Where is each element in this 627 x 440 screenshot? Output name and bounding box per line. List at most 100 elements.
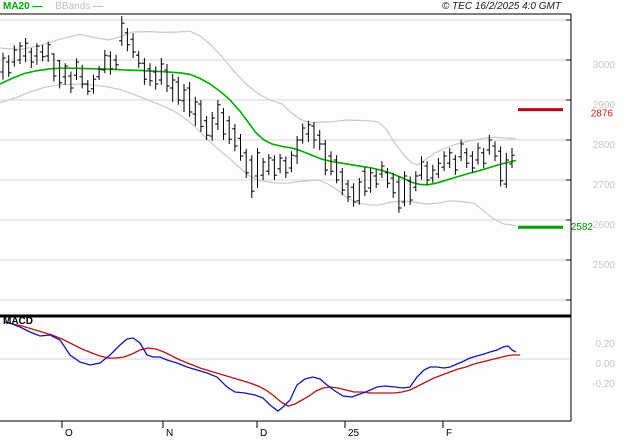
candlestick-bar (130, 33, 136, 58)
candlestick-bar (311, 122, 317, 149)
macd-tick-label: 0.20 (596, 339, 616, 350)
candlestick-bar (119, 16, 125, 46)
candlestick-bar (79, 64, 85, 89)
candlestick-bar (362, 167, 368, 196)
candlestick-bar (153, 66, 159, 90)
candlestick-bar (232, 124, 238, 152)
bollinger-upper-band (0, 30, 517, 166)
macd-tick-label: -0.20 (592, 379, 615, 390)
legend-bbands-label: BBands (55, 1, 91, 12)
candlestick-bar (243, 148, 249, 178)
candlestick-bar (288, 151, 295, 173)
price-tick-label: 2500 (593, 260, 616, 271)
candlestick-bar (22, 38, 29, 62)
candlestick-bar (283, 156, 289, 178)
candlestick-bar (147, 63, 153, 86)
support-value-label: 2582 (571, 222, 594, 233)
candlestick-bar (90, 74, 97, 94)
candlestick-bar (181, 84, 187, 112)
candlestick-bar (300, 123, 306, 144)
candlestick-bar (107, 51, 114, 75)
candlestick-bar (379, 161, 385, 178)
candlestick-bar (418, 156, 425, 180)
candlestick-bar (68, 71, 74, 94)
resistance-value-label: 2876 (591, 109, 614, 120)
candlestick-bar (441, 151, 447, 172)
candlestick-bar (254, 148, 261, 188)
candlestick-bar (401, 171, 408, 207)
candlestick-bar (28, 48, 34, 68)
candlestick-bar (509, 148, 515, 168)
macd-tick-label: 0.00 (596, 359, 616, 370)
candlestick-bar (249, 155, 255, 198)
candlestick-bar (475, 142, 481, 165)
candlestick-bar (464, 148, 470, 168)
candlestick-bar (192, 96, 198, 126)
candlestick-bar (277, 154, 283, 174)
candlestick-bar (186, 82, 193, 117)
candlestick-bar (34, 43, 40, 65)
candlestick-bar (435, 158, 442, 178)
price-tick-label: 3000 (593, 60, 616, 71)
candlestick-bar (328, 151, 334, 176)
candlestick-bar (497, 146, 504, 187)
candlestick-bar (413, 171, 419, 192)
candlestick-bar (384, 168, 391, 188)
macd-signal-line (3, 321, 520, 407)
candlestick-bar (136, 51, 142, 68)
month-tick-label: D (260, 428, 267, 439)
month-tick-label: F (446, 428, 452, 439)
candlestick-bar (266, 154, 272, 176)
candlestick-bar (198, 100, 204, 132)
copyright-text: © TEC 16/2/2025 4:0 GMT (441, 1, 561, 12)
price-tick-label: 2900 (593, 100, 616, 111)
candlestick-bar (124, 28, 131, 52)
candlestick-bar (203, 116, 210, 140)
candlestick-bar (396, 176, 402, 213)
month-tick-label: N (166, 428, 173, 439)
candlestick-bar (11, 45, 17, 67)
candlestick-bar (345, 180, 351, 202)
candlestick-bar (317, 130, 323, 150)
candlestick-bar (367, 168, 374, 193)
price-tick-label: 2700 (593, 180, 616, 191)
candlestick-bar (17, 42, 23, 64)
candlestick-bar (0, 52, 6, 80)
candlestick-bar (56, 60, 63, 89)
candlestick-bar (373, 169, 379, 188)
price-tick-label: 2600 (593, 220, 616, 231)
candlestick-bar (350, 183, 357, 207)
candlestick-bar (430, 164, 436, 183)
candlestick-bar (356, 178, 362, 205)
candlestick-bar (260, 158, 266, 180)
month-tick-label: O (65, 428, 73, 439)
candlestick-bar (237, 134, 244, 161)
price-tick-label: 2800 (593, 140, 616, 151)
legend-ma20-dash-icon: — (32, 1, 43, 12)
candlestick-bar (45, 41, 51, 62)
candlestick-bar (164, 64, 170, 92)
candlestick-bar (39, 44, 46, 62)
candlestick-bar (305, 120, 312, 142)
candlestick-bar (458, 139, 464, 162)
candlestick-bar (469, 151, 476, 173)
candlestick-bar (158, 58, 164, 85)
candlestick-bar (339, 168, 345, 196)
macd-line (3, 321, 517, 412)
candlestick-bar (51, 53, 57, 82)
candlestick-bar (447, 148, 453, 168)
candlestick-bar (407, 176, 413, 205)
candlestick-bar (209, 112, 215, 141)
candlestick-bar (481, 148, 487, 168)
candlestick-bar (170, 74, 176, 102)
candlestick-bar (215, 100, 221, 130)
ma20-line (0, 67, 517, 186)
legend-ma20-label: MA20 (3, 1, 30, 12)
legend-bbands-dash-icon: — (93, 1, 104, 12)
candlestick-bar (102, 50, 108, 74)
candlestick-bar (486, 134, 492, 155)
bollinger-lower-band (0, 83, 517, 227)
candlestick-bar (226, 116, 232, 144)
